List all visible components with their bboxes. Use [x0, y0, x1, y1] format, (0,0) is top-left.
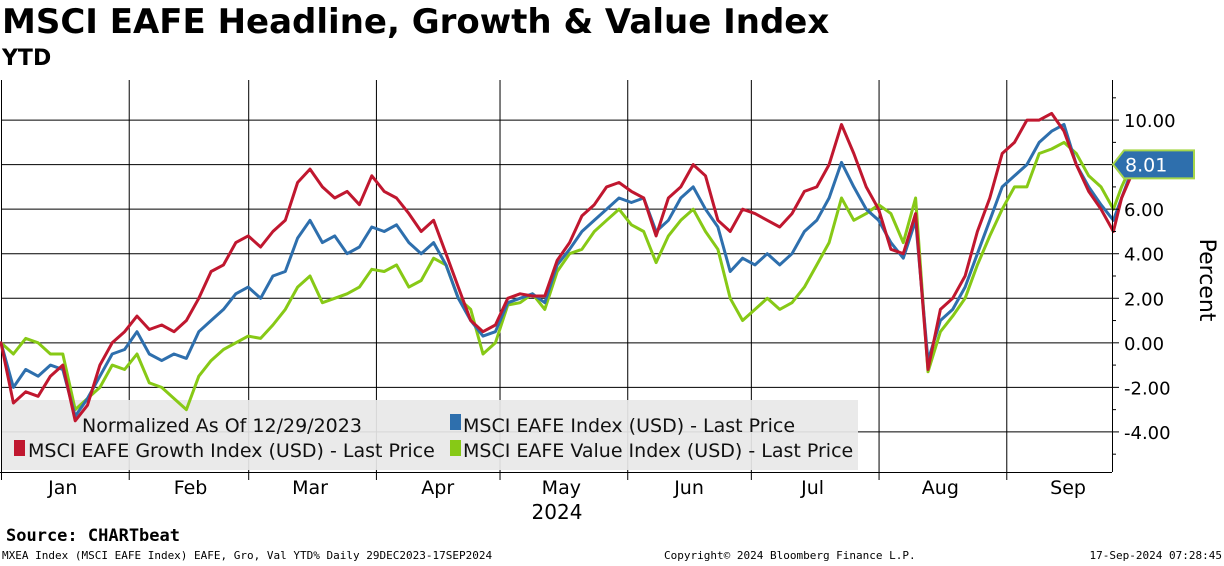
legend-note: Normalized As Of 12/29/2023 — [82, 415, 362, 437]
x-tick-label: May — [542, 477, 581, 499]
footer-copyright: Copyright© 2024 Bloomberg Finance L.P. — [664, 549, 916, 562]
y-tick-label: -2.00 — [1124, 378, 1171, 399]
y-tick-label: 2.00 — [1124, 289, 1164, 310]
legend-swatch-growth — [14, 440, 25, 456]
last-value-badge-text: 8.01 — [1125, 154, 1167, 176]
x-tick-label: Aug — [922, 477, 959, 499]
x-tick-label: Feb — [174, 477, 208, 499]
x-axis-label: 2024 — [532, 500, 583, 524]
y-tick-label: 0.00 — [1124, 334, 1164, 355]
footer-timestamp: 17-Sep-2024 07:28:45 — [1089, 549, 1222, 562]
x-tick-label: Jun — [673, 477, 704, 499]
x-tick-label: Jan — [47, 477, 77, 499]
page-title: MSCI EAFE Headline, Growth & Value Index — [2, 2, 830, 42]
series-line-headline — [0, 123, 1136, 418]
y-tick-label: -4.00 — [1124, 423, 1171, 444]
series-layer — [0, 111, 1136, 423]
grid-layer — [1, 80, 1112, 472]
page-subtitle: YTD — [2, 46, 52, 71]
source-note: Source: CHARTbeat — [6, 526, 180, 546]
y-tick-label: 6.00 — [1124, 200, 1164, 221]
legend-background — [2, 400, 858, 470]
x-tick-label: Apr — [421, 477, 454, 499]
legend-swatch-value — [450, 440, 461, 456]
y-tick-label: 4.00 — [1124, 245, 1164, 266]
y-axis-label: Percent — [1194, 239, 1219, 322]
legend: Normalized As Of 12/29/2023 MSCI EAFE In… — [2, 400, 858, 470]
legend-label-headline: MSCI EAFE Index (USD) - Last Price — [463, 415, 795, 437]
legend-swatch-headline — [450, 414, 461, 430]
series-line-value — [0, 140, 1136, 412]
y-tick-label: 10.00 — [1124, 111, 1176, 132]
legend-label-value: MSCI EAFE Value Index (USD) - Last Price — [463, 440, 853, 462]
footer-description: MXEA Index (MSCI EAFE Index) EAFE, Gro, … — [2, 549, 493, 562]
series-line-growth — [0, 111, 1136, 423]
legend-label-growth: MSCI EAFE Growth Index (USD) - Last Pric… — [28, 440, 435, 462]
x-tick-label: Mar — [292, 477, 328, 499]
last-value-badge: 8.01 — [1111, 149, 1195, 180]
x-tick-label: Sep — [1050, 477, 1086, 499]
last-value-badge-shape — [1111, 149, 1195, 180]
x-tick-label: Jul — [800, 477, 824, 499]
